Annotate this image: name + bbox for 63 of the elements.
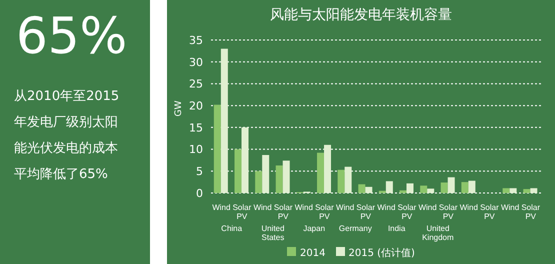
bar (276, 165, 283, 193)
x-tick-label: Wind (500, 203, 520, 212)
bar (420, 186, 428, 193)
bar (461, 182, 468, 193)
chart-title: 风能与太阳能发电年装机容量 (269, 6, 453, 24)
bar (523, 189, 530, 193)
text: United Kingdom (421, 224, 455, 242)
text: Germany (338, 224, 373, 233)
x-tick-label: Solar PV (438, 203, 458, 221)
x-tick-label: Wind (418, 203, 437, 212)
bar (324, 144, 332, 193)
x-tick-label: Solar PV (232, 203, 252, 221)
x-tick-label: Solar PV (274, 203, 293, 221)
y-tick-label: 20 (189, 99, 203, 112)
y-tick-label: 25 (189, 78, 203, 91)
bar (282, 160, 290, 193)
bar (365, 186, 372, 193)
x-tick-label: Solar PV (480, 203, 500, 221)
text: Japan (302, 224, 326, 233)
text: China (220, 224, 244, 233)
y-tick-label: 0 (196, 186, 203, 200)
bar (317, 152, 324, 193)
text: United States (260, 224, 286, 242)
bar (468, 180, 476, 193)
bar (344, 166, 352, 193)
bar (220, 48, 228, 193)
bar (448, 177, 455, 193)
bar (510, 188, 517, 193)
x-tick-label: Solar PV (521, 203, 540, 221)
x-tick-label: Wind (212, 203, 230, 212)
x-tick-label: Solar PV (315, 203, 334, 221)
y-tick-label: 10 (189, 143, 203, 156)
text: 从2010年至2015年发电厂级别太阳能光伏发电的成本平均降低了65% (14, 88, 120, 184)
text: 65% (16, 6, 128, 66)
text: India (386, 224, 406, 233)
bar (400, 190, 407, 193)
bar (502, 188, 510, 193)
x-tick-label: Wind (253, 203, 272, 212)
y-tick-label: 30 (189, 56, 203, 69)
y-axis-title: GW (174, 100, 184, 116)
bar (530, 188, 538, 193)
bar (262, 154, 270, 193)
x-tick-label: Wind (294, 203, 313, 212)
bar (338, 170, 345, 193)
bar (440, 182, 448, 193)
bar (214, 104, 221, 193)
bar (406, 183, 414, 193)
y-tick-label: 15 (189, 121, 203, 134)
bar (386, 181, 393, 193)
y-tick-label: 35 (189, 34, 203, 47)
x-tick-label: Solar PV (356, 203, 376, 221)
bar (255, 171, 262, 193)
y-tick-label: 5 (196, 165, 203, 178)
bar (427, 188, 434, 193)
x-tick-label: Wind (377, 203, 396, 212)
bar (234, 149, 242, 193)
bar (242, 127, 249, 193)
x-tick-label: Wind (460, 203, 478, 212)
legend-label: 2014 (300, 248, 326, 259)
bar (358, 184, 366, 193)
x-tick-label: Wind (336, 203, 354, 212)
x-tick-label: Solar PV (398, 203, 417, 221)
legend-label: 2015 (估计值) (348, 248, 415, 259)
